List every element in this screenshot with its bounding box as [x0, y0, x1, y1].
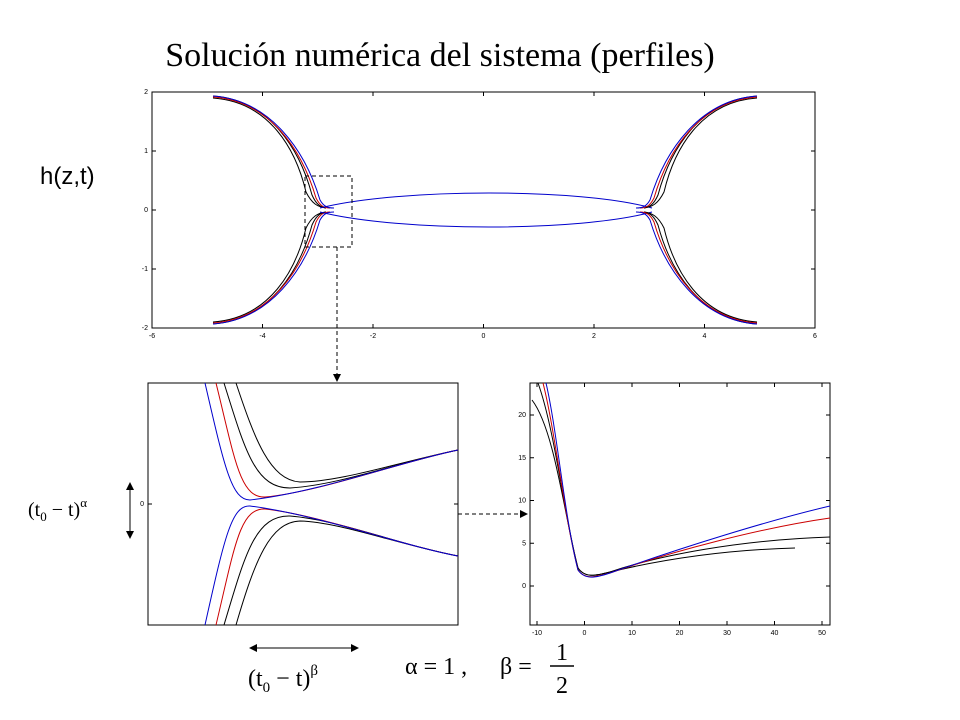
- zoom-plot: [147, 382, 459, 626]
- x-tick-label: 6: [813, 333, 817, 340]
- y-tick-label: 0: [522, 583, 526, 590]
- x-tick-label: 40: [771, 630, 779, 637]
- y-label: h(z,t): [40, 163, 95, 190]
- right-plot: [529, 382, 831, 626]
- y-tick-label: -2: [142, 325, 148, 332]
- y-tick-label: 1: [144, 148, 148, 155]
- y-tick-label: 0: [144, 207, 148, 214]
- alpha-annotation: (t0 − t)α: [28, 495, 87, 524]
- y-tick-label: 5: [522, 540, 526, 547]
- numerator: 1: [556, 640, 568, 666]
- main-plot: [151, 91, 816, 329]
- x-tick-label: 0: [482, 333, 486, 340]
- frame: [147, 382, 459, 626]
- frame: [529, 382, 831, 626]
- y-tick-label: 15: [518, 455, 526, 462]
- y-tick-label: 0: [140, 501, 144, 508]
- x-tick-label: 10: [628, 630, 636, 637]
- x-tick-label: -4: [259, 333, 265, 340]
- title: Solución numérica del sistema (perfiles): [165, 37, 715, 74]
- beta-annotation: (t0 − t)β: [248, 663, 318, 696]
- beta-label: β =: [500, 654, 532, 680]
- x-tick-label: 0: [583, 630, 587, 637]
- zoom-box: [304, 175, 353, 248]
- denominator: 2: [556, 673, 568, 699]
- x-tick-label: -10: [532, 630, 542, 637]
- y-tick-label: 10: [518, 498, 526, 505]
- x-tick-label: 4: [703, 333, 707, 340]
- x-tick-label: -6: [149, 333, 155, 340]
- frame: [151, 91, 816, 329]
- y-tick-label: 2: [144, 89, 148, 96]
- x-tick-label: 30: [723, 630, 731, 637]
- x-tick-label: -2: [370, 333, 376, 340]
- x-tick-label: 2: [592, 333, 596, 340]
- y-tick-label: -1: [142, 266, 148, 273]
- y-tick-label: 20: [518, 412, 526, 419]
- x-tick-label: 20: [676, 630, 684, 637]
- curves: [212, 95, 758, 325]
- alpha-value: α = 1 ,: [405, 654, 467, 680]
- x-tick-label: 50: [818, 630, 826, 637]
